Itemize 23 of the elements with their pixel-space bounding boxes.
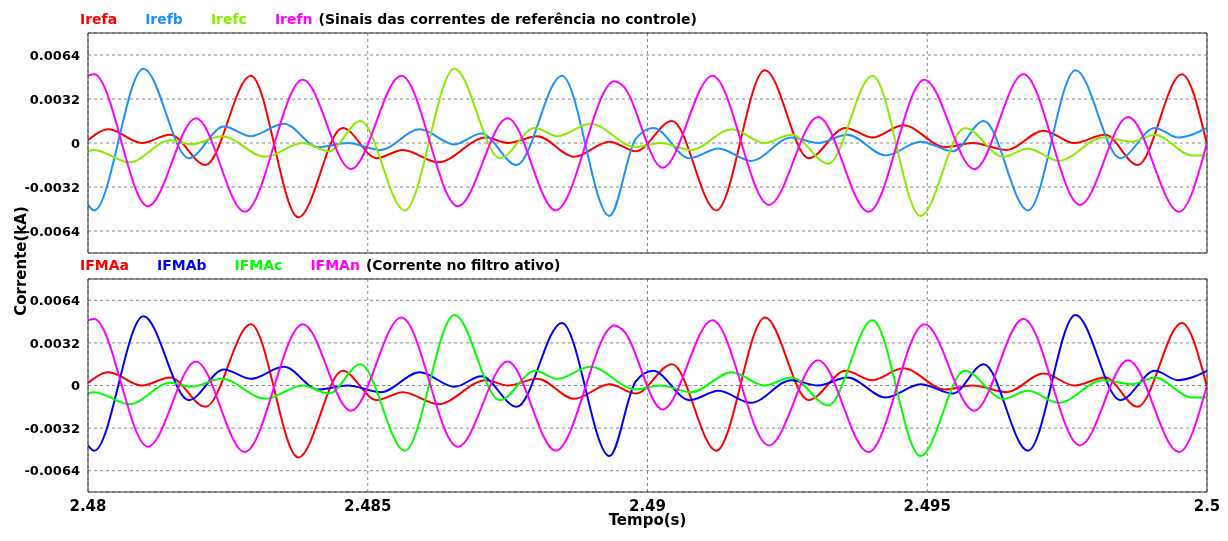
- x-tick-label: 2.485: [344, 496, 392, 515]
- x-tick-label: 2.495: [903, 496, 951, 515]
- text: Irefb: [145, 11, 183, 27]
- text: IFMAc: [234, 257, 283, 273]
- text: IFMAa: [80, 257, 129, 273]
- y-tick-label: 0.0064: [29, 47, 80, 63]
- y-tick-label: -0.0064: [24, 463, 80, 479]
- y-tick-label: 0.0032: [29, 335, 80, 351]
- x-tick-label: 2.48: [69, 496, 107, 515]
- y-tick-label: 0: [70, 378, 80, 394]
- y-tick-label: 0.0064: [29, 292, 80, 308]
- y-tick-label: 0: [70, 135, 80, 151]
- text: IFMAn: [310, 257, 360, 273]
- y-tick-label: -0.0032: [24, 179, 80, 195]
- x-tick-label: 2.5: [1193, 496, 1221, 515]
- chart-title: (Corrente no filtro ativo): [365, 257, 561, 273]
- y-tick-label: -0.0032: [24, 420, 80, 436]
- text: Irefn: [274, 11, 313, 27]
- y-tick-label: 0.0032: [29, 91, 80, 107]
- text: Irefa: [80, 11, 118, 27]
- chart-title: (Sinais das correntes de referência no controle): [318, 11, 697, 27]
- text: Irefc: [210, 11, 247, 27]
- text: IFMAb: [157, 257, 207, 273]
